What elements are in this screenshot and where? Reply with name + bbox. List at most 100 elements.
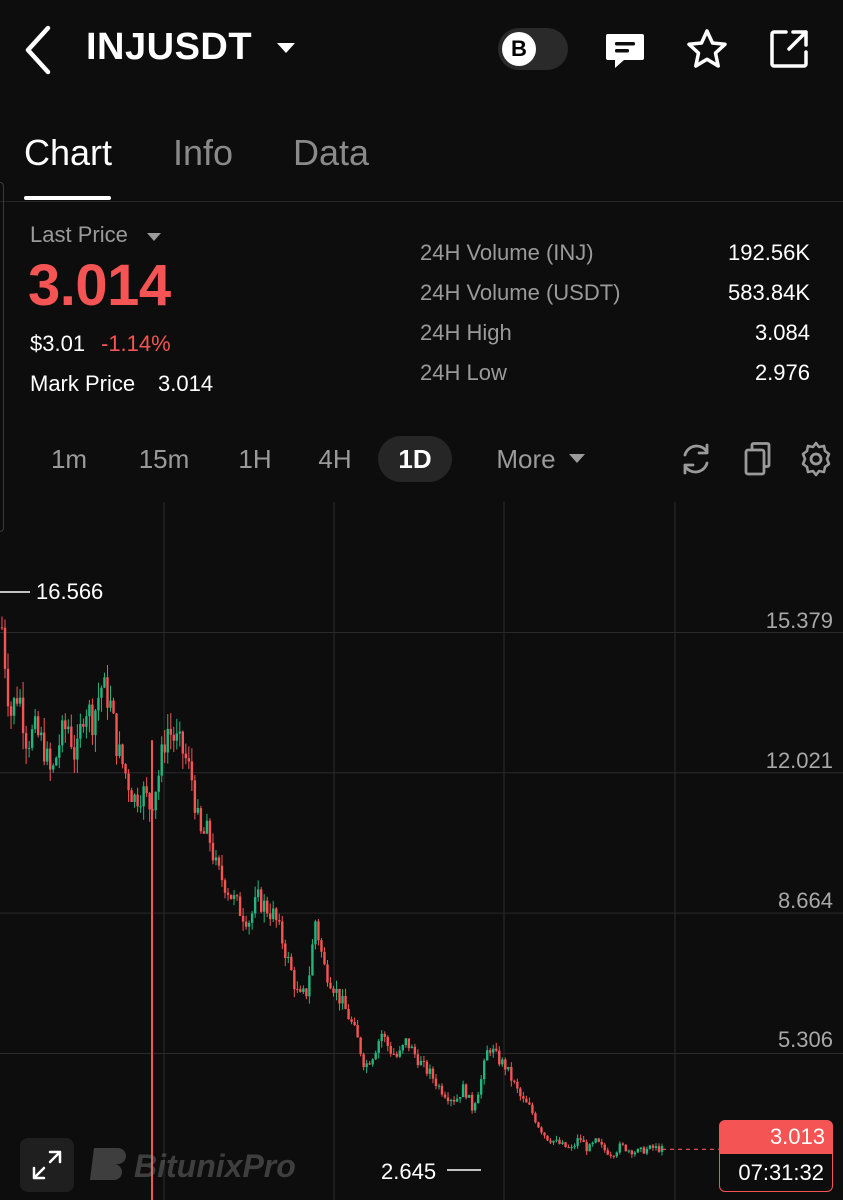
candle-body <box>181 731 185 754</box>
chart-grid <box>0 502 843 1200</box>
candle-body <box>558 1139 561 1144</box>
top-bar: INJUSDT B <box>0 0 843 98</box>
candle-body <box>633 1152 637 1155</box>
candle-body <box>196 808 200 813</box>
candle-body <box>290 956 293 971</box>
brand-watermark: BitunixPro <box>86 1146 296 1186</box>
candle-body <box>193 780 197 813</box>
stat-row: 24H High 3.084 <box>420 320 810 360</box>
copy-icon[interactable] <box>740 440 776 478</box>
share-icon[interactable] <box>768 28 810 70</box>
candle-body <box>362 1054 365 1068</box>
candle-body <box>407 1038 411 1049</box>
more-caret-icon[interactable] <box>568 453 586 464</box>
candle-body <box>142 786 145 807</box>
candle-body <box>513 1080 516 1082</box>
candles <box>0 616 719 1200</box>
candle-body <box>401 1045 405 1051</box>
settings-icon[interactable] <box>798 440 834 478</box>
candle-body <box>214 857 218 861</box>
candle-body <box>555 1139 558 1141</box>
last-price-label[interactable]: Last Price <box>30 222 128 247</box>
candle-body <box>100 687 103 698</box>
brand-logo-icon <box>90 1148 126 1180</box>
timeframe-1m[interactable]: 1m <box>50 444 88 474</box>
candlestick-chart[interactable] <box>0 502 843 1200</box>
candle-body <box>115 713 118 757</box>
candle-body <box>166 728 169 753</box>
candle-body <box>528 1102 531 1105</box>
y-tick-label: 15.379 <box>765 608 833 633</box>
candle-body <box>220 865 224 881</box>
candle-body <box>190 761 194 781</box>
timeframe-4h[interactable]: 4H <box>318 444 352 474</box>
candle-body <box>440 1085 444 1095</box>
candle-body <box>184 753 188 759</box>
candle-body <box>498 1050 501 1065</box>
candle-body <box>148 793 151 810</box>
candle-body <box>392 1053 395 1055</box>
active-tab-indicator <box>24 196 111 200</box>
candle-body <box>262 900 266 912</box>
stat-label: 24H Volume (USDT) <box>420 280 621 305</box>
candle-body <box>380 1033 383 1042</box>
stat-value: 2.976 <box>754 360 810 385</box>
candle-body <box>531 1104 534 1114</box>
candle-body <box>386 1036 389 1046</box>
stat-label: 24H Low <box>420 360 507 385</box>
fullscreen-button[interactable] <box>20 1138 74 1192</box>
candle-body <box>374 1052 377 1060</box>
side-drawer-handle[interactable] <box>0 182 4 532</box>
candle-body <box>603 1144 606 1151</box>
candle-body <box>353 1021 356 1025</box>
refresh-icon[interactable] <box>678 440 714 478</box>
tab-data[interactable]: Data <box>293 132 370 173</box>
candle-body <box>648 1145 652 1149</box>
timeframe-1h[interactable]: 1H <box>238 444 272 474</box>
candle-body <box>398 1050 402 1057</box>
candle-body <box>609 1154 612 1156</box>
symbol-title[interactable]: INJUSDT <box>86 26 253 68</box>
y-tick-label: 12.021 <box>765 748 833 773</box>
timeframe-15m[interactable]: 15m <box>138 444 190 474</box>
b-mode-toggle[interactable]: B <box>498 28 568 70</box>
candle-body <box>187 758 191 762</box>
candle-body <box>383 1033 386 1037</box>
usd-price: $3.01 <box>30 331 86 356</box>
candle-body <box>15 698 19 704</box>
timeframe-1d[interactable]: 1D <box>378 436 452 482</box>
candle-body <box>85 716 88 727</box>
candle-body <box>600 1141 603 1145</box>
timeframe-more[interactable]: More <box>496 444 556 474</box>
candle-body <box>335 988 338 993</box>
candle-body <box>368 1063 371 1065</box>
star-icon[interactable] <box>686 28 728 70</box>
candle-body <box>431 1068 435 1079</box>
candle-body <box>133 794 136 802</box>
y-tick-label: 5.306 <box>777 1027 833 1052</box>
candle-body <box>410 1046 414 1049</box>
price-type-caret-icon[interactable] <box>146 232 162 242</box>
caret-down-icon[interactable] <box>276 42 296 54</box>
candle-body <box>543 1132 546 1136</box>
candle-body <box>519 1088 522 1097</box>
candle-body <box>160 744 163 776</box>
tab-chart[interactable]: Chart <box>24 132 113 173</box>
chat-icon[interactable] <box>604 28 646 70</box>
candle-body <box>443 1094 447 1098</box>
candle-body <box>205 820 209 834</box>
candle-body <box>329 982 332 989</box>
candle-body <box>296 989 299 991</box>
candle-body <box>615 1152 618 1157</box>
candle-body <box>501 1059 504 1065</box>
candle-body <box>341 995 344 1004</box>
candle-body <box>284 943 287 959</box>
candle-body <box>314 921 317 945</box>
candle-body <box>359 1037 362 1055</box>
candle-body <box>507 1066 510 1070</box>
tab-info[interactable]: Info <box>173 132 234 173</box>
candle-body <box>106 677 109 708</box>
candle-body <box>103 677 106 688</box>
back-arrow-icon[interactable] <box>18 22 58 78</box>
candle-body <box>6 668 10 707</box>
